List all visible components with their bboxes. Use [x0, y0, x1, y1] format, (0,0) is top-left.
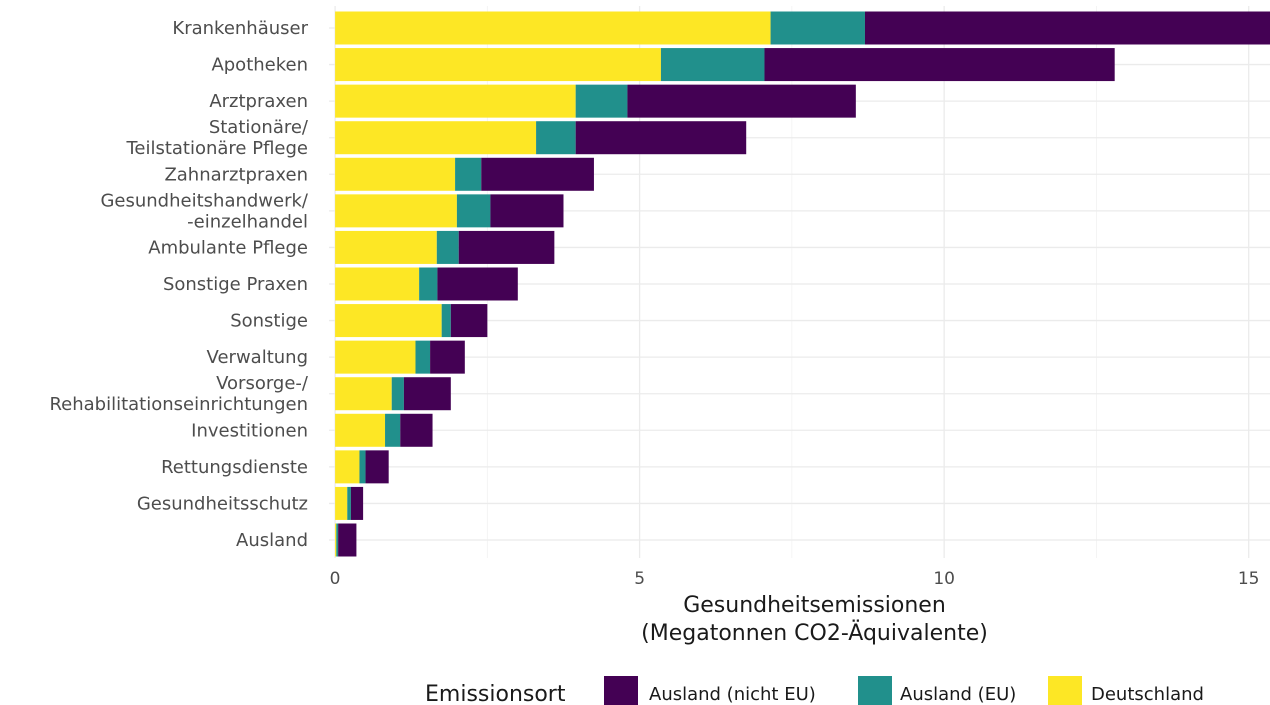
bar-segment-ausland-eu — [660, 48, 765, 82]
category-labels: Krankenhäuser Apotheken Arztpraxen Stationä… — [49, 18, 308, 551]
category-label: Krankenhäuser — [172, 18, 308, 39]
legend-title: Emissionsort — [425, 682, 566, 705]
category-label: Stationäre/ — [209, 117, 309, 138]
bars — [335, 11, 1270, 557]
bar-segment-ausland-eu — [347, 486, 351, 520]
bar-segment-deutschland — [335, 340, 416, 374]
bar-segment-ausland-eu — [336, 523, 339, 557]
category-label: -einzelhandel — [187, 211, 308, 232]
category-label: Rehabilitationseinrichtungen — [49, 394, 308, 415]
x-axis-title-line-2: (Megatonnen CO2-Äquivalente) — [641, 620, 988, 646]
bar-segment-ausland-eu — [419, 267, 438, 301]
bar-segment-deutschland — [335, 194, 457, 228]
category-label: Ausland — [236, 530, 308, 551]
category-label: Sonstige — [230, 311, 308, 332]
bar-segment-ausland-eu — [441, 304, 451, 338]
category-label: Ambulante Pflege — [148, 237, 308, 258]
bar-segment-deutschland — [335, 450, 360, 484]
bar-segment-deutschland — [335, 121, 537, 155]
legend: Emissionsort Ausland (nicht EU) Ausland (… — [425, 676, 1204, 705]
category-label: Sonstige Praxen — [163, 274, 308, 295]
bar-segment-deutschland — [335, 11, 771, 45]
bar-segment-ausland-eu — [456, 194, 491, 228]
x-axis-title-line-1: Gesundheitsemissionen — [683, 593, 946, 618]
bar-segment-ausland-nicht-eu — [864, 11, 1270, 45]
bar-segment-deutschland — [335, 267, 420, 301]
category-label: Gesundheitshandwerk/ — [100, 190, 308, 211]
category-label: Zahnarztpraxen — [164, 164, 308, 185]
category-label: Apotheken — [211, 55, 308, 76]
legend-label: Ausland (EU) — [900, 684, 1016, 705]
legend-key — [1048, 676, 1082, 705]
bar-segment-ausland-eu — [359, 450, 366, 484]
bar-segment-ausland-nicht-eu — [490, 194, 564, 228]
bar-segment-deutschland — [335, 486, 348, 520]
bar-segment-ausland-eu — [436, 230, 459, 264]
bar-segment-ausland-nicht-eu — [458, 230, 555, 264]
bar-segment-ausland-nicht-eu — [403, 377, 451, 411]
x-tick-label: 5 — [634, 569, 645, 589]
bar-segment-ausland-nicht-eu — [400, 413, 433, 447]
bar-segment-ausland-eu — [536, 121, 576, 155]
bar-segment-ausland-eu — [575, 84, 628, 118]
x-tick-label: 10 — [933, 569, 955, 589]
legend-label: Ausland (nicht EU) — [649, 684, 816, 705]
category-label: Rettungsdienste — [161, 457, 308, 478]
legend-key — [604, 676, 638, 705]
legend-key — [858, 676, 892, 705]
bar-segment-deutschland — [335, 48, 661, 82]
category-label: Investitionen — [191, 420, 308, 441]
category-label: Gesundheitsschutz — [137, 493, 308, 514]
bar-segment-ausland-nicht-eu — [338, 523, 357, 557]
x-tick-labels: 0 5 10 15 — [330, 569, 1260, 589]
x-tick-label: 15 — [1238, 569, 1260, 589]
category-label: Arztpraxen — [209, 91, 308, 112]
category-label: Verwaltung — [207, 347, 308, 368]
bar-segment-ausland-nicht-eu — [365, 450, 389, 484]
bar-segment-ausland-eu — [391, 377, 404, 411]
bar-segment-deutschland — [335, 84, 576, 118]
bar-segment-deutschland — [335, 304, 442, 338]
category-label: Vorsorge-/ — [216, 373, 309, 394]
bar-segment-ausland-nicht-eu — [481, 157, 594, 191]
bar-segment-ausland-nicht-eu — [764, 48, 1115, 82]
bar-segment-deutschland — [335, 523, 337, 557]
bar-segment-deutschland — [335, 157, 456, 191]
bar-segment-ausland-nicht-eu — [437, 267, 518, 301]
bar-segment-ausland-nicht-eu — [350, 486, 364, 520]
bar-segment-deutschland — [335, 377, 392, 411]
bar-segment-ausland-eu — [770, 11, 865, 45]
bar-segment-ausland-eu — [455, 157, 482, 191]
bar-segment-ausland-eu — [415, 340, 431, 374]
bar-segment-deutschland — [335, 230, 437, 264]
legend-label: Deutschland — [1091, 684, 1204, 705]
bar-segment-ausland-eu — [385, 413, 401, 447]
bar-segment-ausland-nicht-eu — [627, 84, 856, 118]
bar-segment-ausland-nicht-eu — [450, 304, 488, 338]
bar-segment-ausland-nicht-eu — [575, 121, 747, 155]
bar-segment-ausland-nicht-eu — [430, 340, 465, 374]
x-tick-label: 0 — [330, 569, 341, 589]
bar-segment-deutschland — [335, 413, 386, 447]
category-label: Teilstationäre Pflege — [125, 138, 308, 159]
